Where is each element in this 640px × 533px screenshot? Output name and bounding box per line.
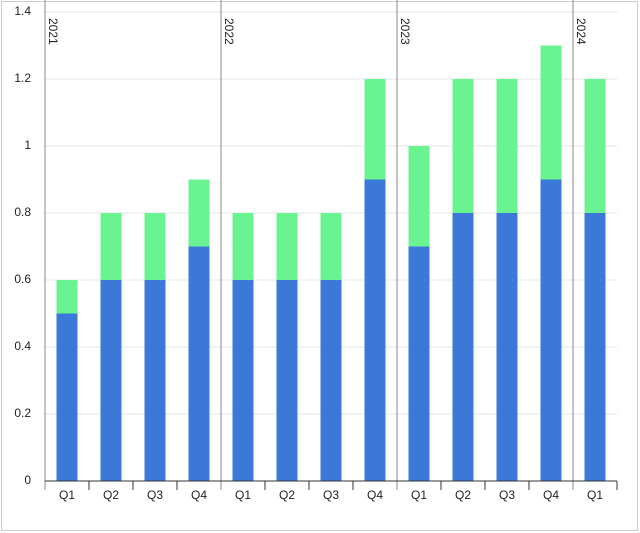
bar-segment: [540, 45, 562, 180]
group-label: 2024: [574, 18, 588, 45]
bar-segment: [188, 179, 210, 247]
group-label: 2023: [398, 18, 412, 45]
bar-segment: [56, 313, 78, 481]
bar-segment: [408, 146, 430, 247]
y-tick-label: 0.2: [14, 406, 31, 420]
x-tick-label: Q4: [191, 488, 207, 502]
x-tick-label: Q1: [59, 488, 75, 502]
bar-segment: [144, 280, 166, 481]
bar-segment: [496, 213, 518, 481]
y-tick-label: 0: [24, 473, 31, 487]
bar-segment: [232, 213, 254, 280]
bar-segment: [364, 179, 386, 481]
bar-segment: [144, 213, 166, 280]
bar-segment: [276, 213, 298, 280]
bar-segment: [100, 213, 122, 280]
x-tick-label: Q1: [587, 488, 603, 502]
x-tick-label: Q1: [411, 488, 427, 502]
bar-segment: [232, 280, 254, 481]
bar-segment: [496, 79, 518, 213]
y-tick-label: 1.2: [14, 71, 31, 85]
y-tick-label: 1.4: [14, 4, 31, 18]
x-tick-label: Q2: [279, 488, 295, 502]
y-tick-label: 0.6: [14, 272, 31, 286]
bar-segment: [408, 246, 430, 481]
bar-segment: [56, 280, 78, 314]
x-tick-label: Q1: [235, 488, 251, 502]
y-tick-label: 0.4: [14, 339, 31, 353]
bar-segment: [584, 79, 606, 213]
y-tick-label: 1: [24, 138, 31, 152]
group-label: 2021: [46, 18, 60, 45]
bar-segment: [320, 280, 342, 481]
bar-segment: [100, 280, 122, 481]
x-tick-label: Q4: [367, 488, 383, 502]
y-tick-label: 0.8: [14, 205, 31, 219]
bar-segment: [364, 79, 386, 180]
group-label: 2022: [222, 18, 236, 45]
bar-segment: [452, 213, 474, 481]
bar-segment: [276, 280, 298, 481]
x-tick-label: Q2: [455, 488, 471, 502]
x-tick-label: Q3: [147, 488, 163, 502]
bar-segment: [452, 79, 474, 213]
x-tick-label: Q3: [323, 488, 339, 502]
x-tick-label: Q4: [543, 488, 559, 502]
bar-segment: [540, 179, 562, 481]
x-tick-label: Q2: [103, 488, 119, 502]
x-tick-label: Q3: [499, 488, 515, 502]
bar-segment: [584, 213, 606, 481]
bar-segment: [188, 246, 210, 481]
bar-segment: [320, 213, 342, 280]
